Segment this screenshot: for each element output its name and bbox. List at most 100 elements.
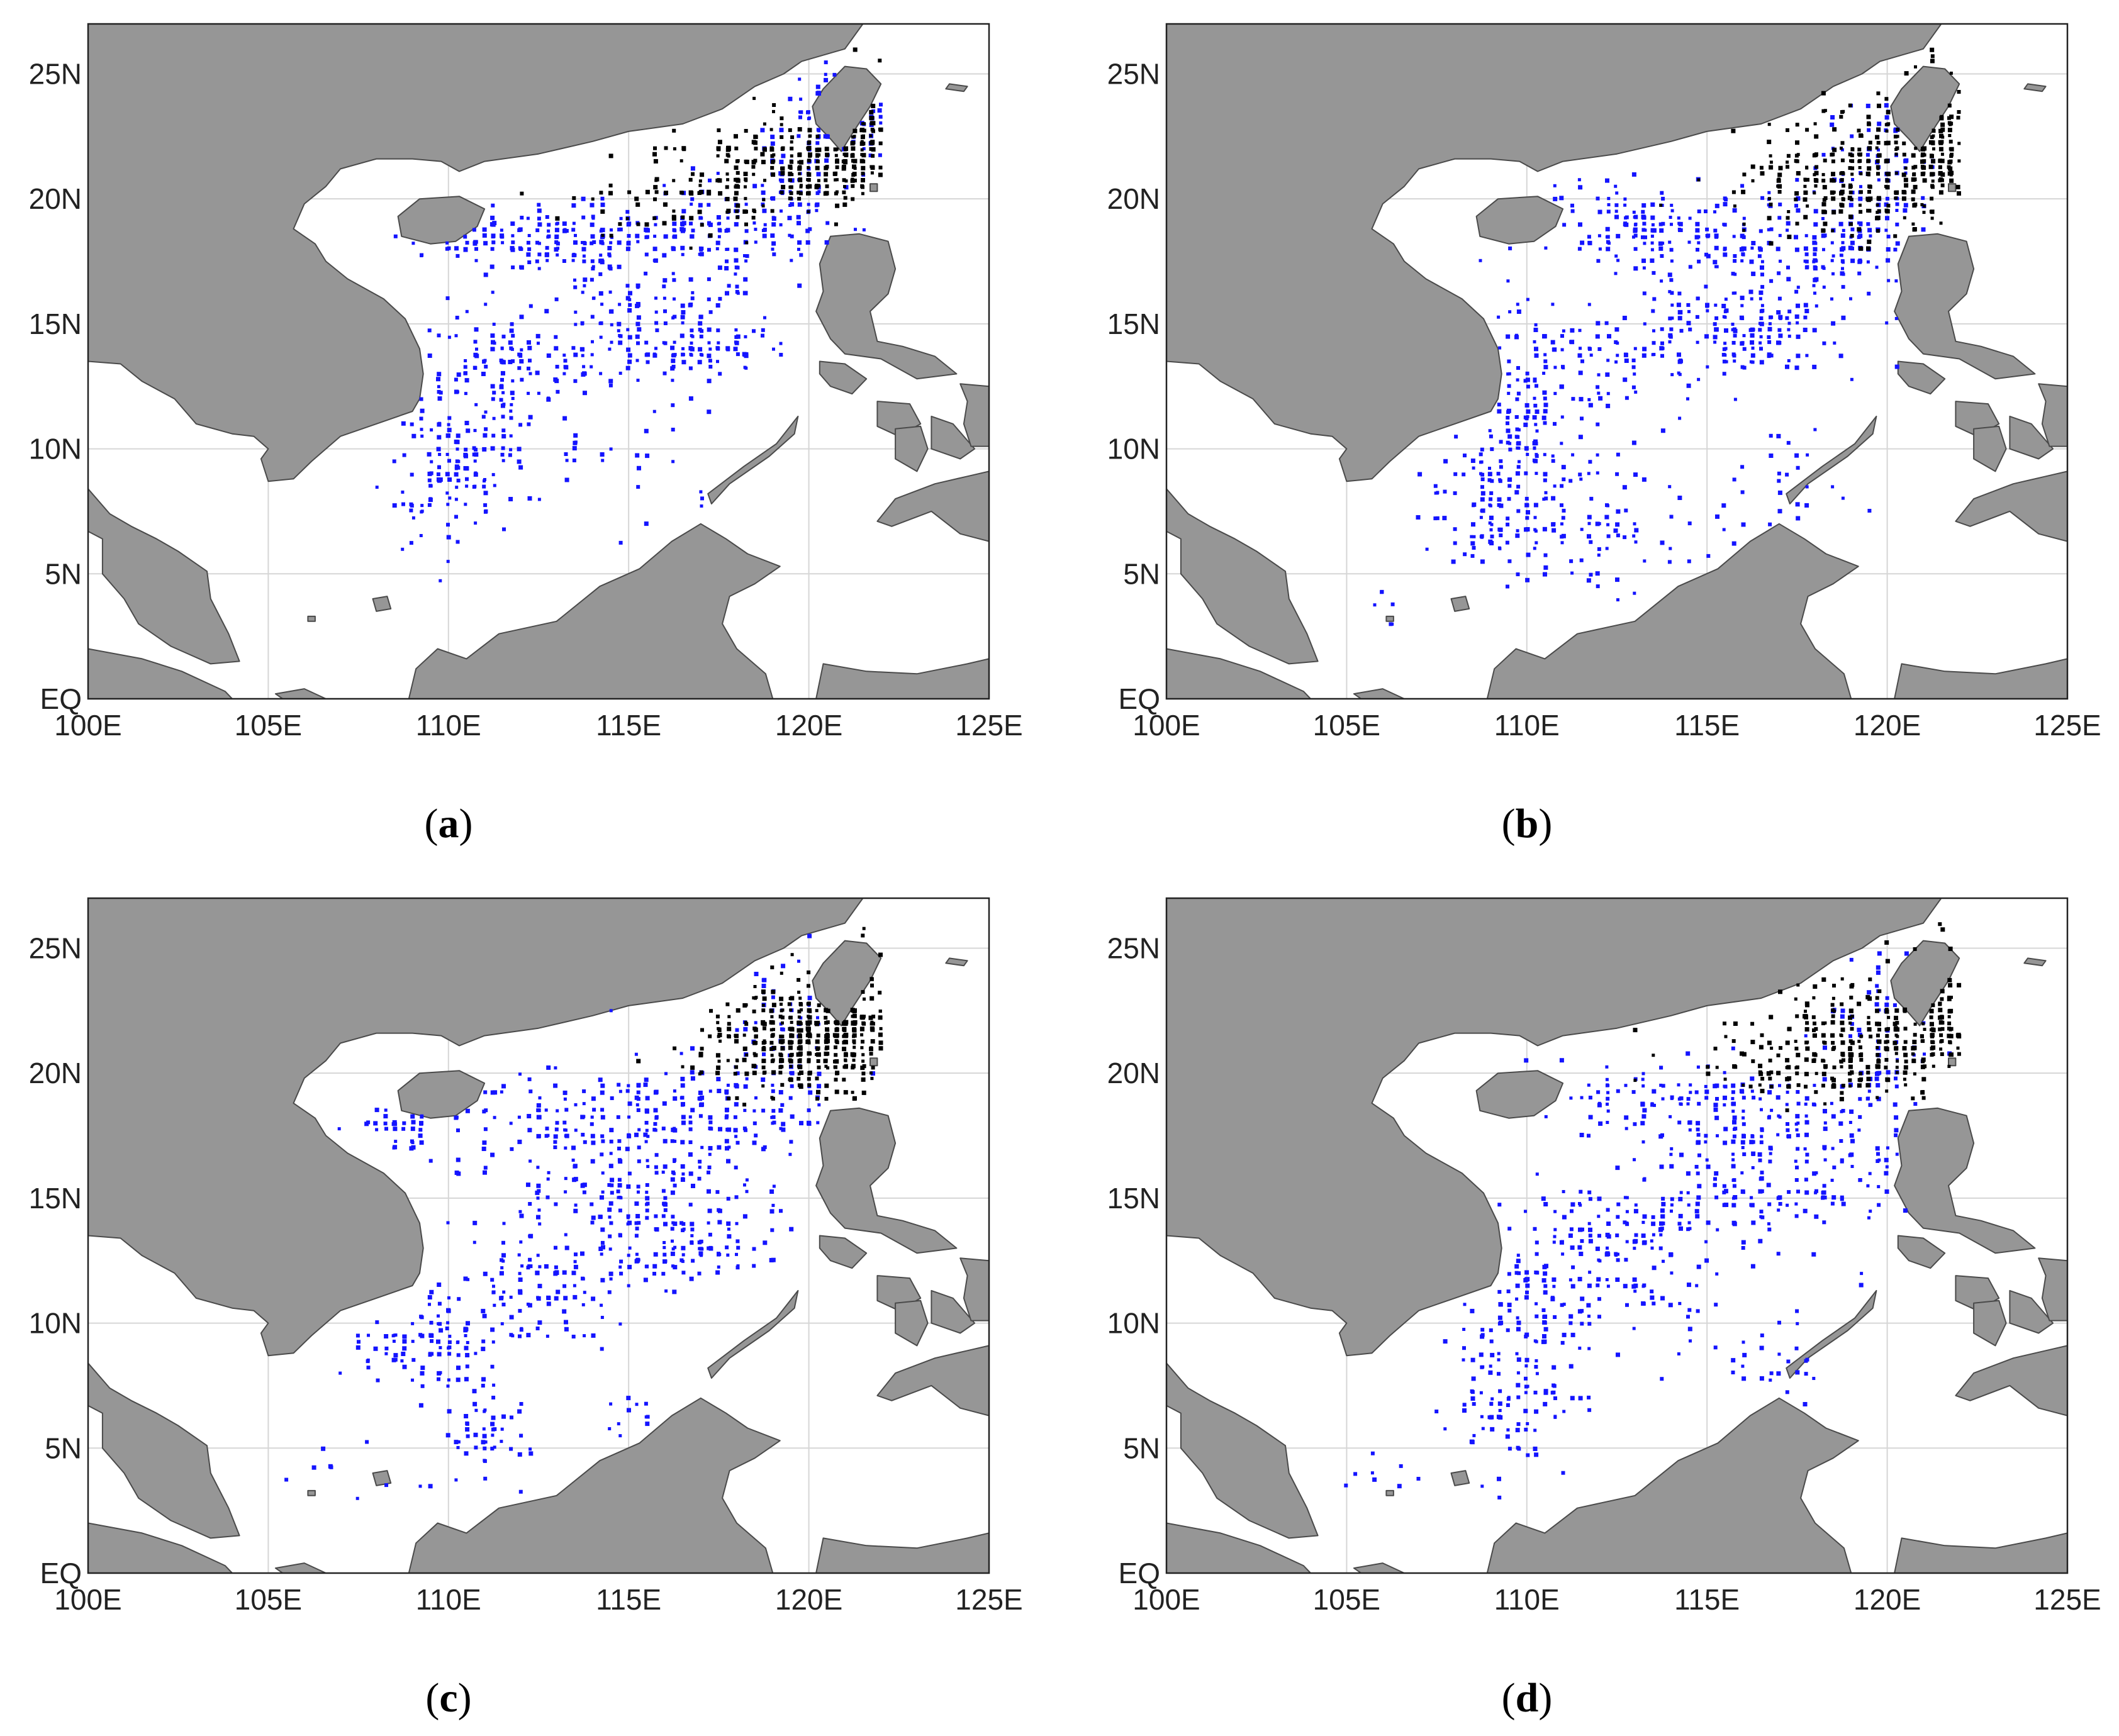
data-point-blue [799, 110, 803, 114]
data-point-black [1904, 166, 1908, 170]
data-point-blue [618, 540, 623, 545]
data-point-blue [1652, 270, 1656, 275]
data-point-blue [1606, 1284, 1610, 1288]
data-point-black [834, 1089, 839, 1094]
data-point-blue [788, 1096, 793, 1100]
data-point-black [1787, 235, 1792, 240]
data-point-blue [787, 216, 792, 221]
data-point-blue [698, 1166, 702, 1169]
data-point-blue [609, 1277, 613, 1281]
data-point-blue [618, 371, 622, 375]
data-point-black [688, 177, 693, 182]
data-point-blue [1560, 484, 1564, 488]
data-point-black [853, 129, 857, 133]
data-point-blue [1658, 246, 1663, 251]
data-point-blue [1552, 528, 1557, 533]
data-point-blue [1670, 291, 1674, 295]
data-point-blue [447, 459, 451, 463]
data-point-black [1848, 185, 1852, 189]
data-point-blue [1516, 1357, 1521, 1362]
data-point-blue [671, 1221, 675, 1225]
data-point-blue [1848, 1121, 1852, 1124]
data-point-blue [1506, 1403, 1510, 1407]
data-point-blue [456, 479, 461, 482]
data-point-blue [401, 1352, 406, 1356]
data-point-blue [1876, 1152, 1880, 1156]
data-point-blue [1830, 259, 1834, 262]
data-point-blue [1661, 1097, 1665, 1101]
data-point-blue [1570, 328, 1575, 333]
data-point-blue [1634, 222, 1638, 226]
data-point-blue [1668, 340, 1672, 343]
data-point-blue [607, 264, 612, 269]
data-point-blue [537, 1189, 541, 1193]
data-point-blue [1874, 1002, 1879, 1007]
data-point-blue [1778, 233, 1782, 237]
data-point-blue [1516, 391, 1521, 396]
data-point-blue [1552, 347, 1557, 352]
data-point-blue [1526, 384, 1530, 389]
data-point-blue [661, 1189, 666, 1193]
x-tick-label: 110E [1494, 709, 1560, 742]
data-point-blue [752, 1247, 756, 1251]
data-point-blue [582, 365, 586, 369]
data-point-blue [409, 1146, 414, 1151]
data-point-blue [464, 447, 468, 452]
data-point-blue [1463, 1403, 1467, 1406]
data-point-blue [1893, 1003, 1897, 1008]
data-point-blue [1389, 622, 1393, 626]
data-point-blue [481, 372, 486, 376]
data-point-blue [482, 1140, 487, 1145]
data-point-blue [661, 1272, 666, 1276]
data-point-blue [483, 1170, 487, 1175]
data-point-blue [808, 116, 812, 120]
data-point-blue [1578, 370, 1583, 376]
data-point-blue [680, 228, 685, 233]
data-point-blue [725, 1108, 729, 1113]
data-point-black [1786, 153, 1791, 158]
data-point-blue [456, 465, 461, 470]
data-point-blue [1587, 303, 1591, 306]
data-point-blue [1470, 1390, 1475, 1394]
data-point-blue [1750, 340, 1755, 345]
data-point-blue [1507, 434, 1512, 439]
data-point-black [835, 1021, 840, 1026]
data-point-blue [1758, 328, 1762, 332]
data-point-blue [735, 290, 739, 294]
data-point-blue [1623, 203, 1627, 207]
data-point-black [835, 178, 839, 182]
data-point-blue [1785, 1103, 1789, 1106]
data-point-blue [654, 1153, 659, 1157]
data-point-black [823, 191, 828, 196]
data-point-black [1949, 71, 1953, 75]
data-point-blue [1840, 1158, 1844, 1162]
data-point-black [1742, 222, 1746, 226]
data-point-blue [1714, 327, 1719, 332]
data-point-black [869, 996, 875, 1001]
data-point-blue [634, 1201, 639, 1206]
data-point-black [734, 191, 739, 196]
data-point-black [1914, 147, 1918, 150]
data-point-black [752, 1064, 757, 1068]
data-point-blue [463, 452, 468, 457]
data-point-blue [1470, 1440, 1475, 1445]
data-point-black [868, 1015, 873, 1020]
data-point-black [853, 1010, 857, 1013]
data-point-blue [868, 153, 873, 158]
land-natuna [1450, 596, 1470, 612]
data-point-blue [707, 203, 711, 207]
data-point-black [1930, 54, 1935, 58]
data-point-black [789, 1033, 794, 1038]
data-point-black [698, 1072, 702, 1076]
data-point-blue [1688, 265, 1692, 269]
data-point-blue [1514, 1271, 1519, 1275]
data-point-blue [1490, 1427, 1495, 1432]
data-point-blue [590, 259, 595, 264]
data-point-black [1877, 153, 1881, 157]
data-point-blue [1713, 1084, 1718, 1089]
data-point-blue [1551, 459, 1555, 463]
data-point-black [1938, 140, 1943, 145]
data-point-blue [465, 1108, 470, 1113]
data-point-blue [465, 1421, 469, 1425]
data-point-black [861, 165, 866, 170]
